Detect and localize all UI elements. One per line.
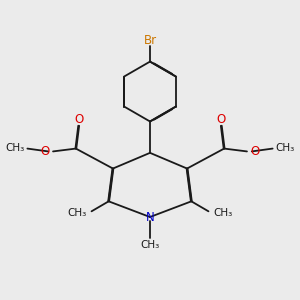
Text: CH₃: CH₃: [5, 143, 25, 153]
Text: CH₃: CH₃: [275, 143, 295, 153]
Text: O: O: [75, 113, 84, 126]
Text: CH₃: CH₃: [214, 208, 233, 218]
Text: Br: Br: [143, 34, 157, 47]
Text: O: O: [216, 113, 225, 126]
Text: CH₃: CH₃: [140, 240, 160, 250]
Text: O: O: [251, 145, 260, 158]
Text: N: N: [146, 211, 154, 224]
Text: O: O: [40, 145, 49, 158]
Text: CH₃: CH₃: [67, 208, 86, 218]
